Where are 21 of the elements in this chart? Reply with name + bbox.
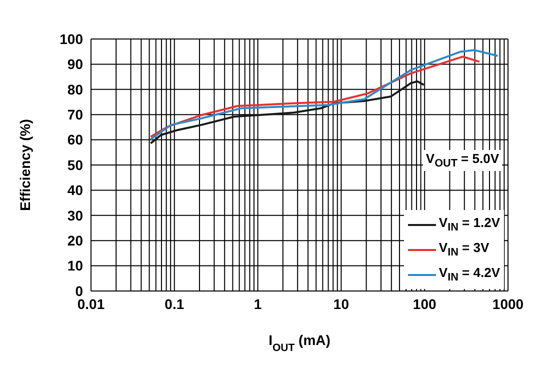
legend-label: V$_{IN}$ = 3V	[438, 240, 490, 259]
y-tick-label: 80	[67, 81, 84, 98]
y-tick-label: 100	[60, 30, 84, 47]
y-tick-label: 50	[67, 156, 84, 173]
x-tick-label: 10	[333, 296, 350, 312]
x-tick-label: 1	[254, 296, 262, 312]
y-tick-label: 40	[67, 182, 84, 198]
y-tick-label: 10	[67, 258, 84, 274]
legend-label: V$_{IN}$ = 1.2V	[438, 215, 500, 234]
y-tick-label: 70	[67, 106, 84, 122]
x-axis-title: I$_{OUT}$ (mA)	[268, 332, 330, 354]
annotation: V$_{OUT}$ = 5.0V	[422, 150, 502, 171]
y-tick-label: 30	[67, 207, 84, 224]
x-tick-label: 100	[412, 296, 436, 312]
legend-label: V$_{IN}$ = 4.2V	[438, 265, 500, 284]
y-tick-label: 90	[67, 56, 84, 72]
x-tick-label: 1000	[492, 296, 524, 312]
x-tick-label: 0.1	[164, 296, 184, 312]
y-axis-title: Efficiency (%)	[17, 119, 33, 211]
y-tick-label: 60	[67, 132, 84, 148]
y-tick-label: 20	[67, 232, 84, 248]
